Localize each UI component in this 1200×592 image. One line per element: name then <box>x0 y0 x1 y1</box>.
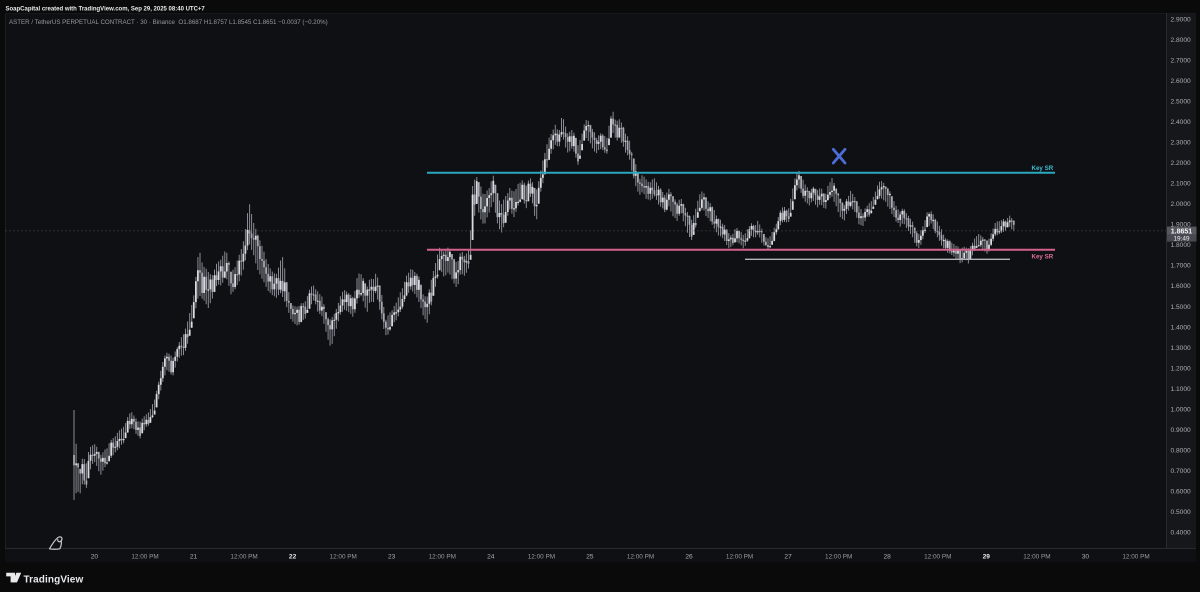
svg-text:1.8000: 1.8000 <box>1171 242 1192 249</box>
svg-text:SoapCapital created with Tradi: SoapCapital created with TradingView.com… <box>6 7 206 13</box>
svg-text:12:00 PM: 12:00 PM <box>726 554 753 561</box>
svg-text:12:00 PM: 12:00 PM <box>627 554 654 561</box>
svg-text:2.3000: 2.3000 <box>1171 140 1192 147</box>
svg-text:TradingView: TradingView <box>24 574 84 585</box>
svg-text:Key SR: Key SR <box>1032 253 1054 260</box>
svg-text:21: 21 <box>190 554 198 561</box>
svg-text:0.5000: 0.5000 <box>1171 509 1192 516</box>
svg-text:12:00 PM: 12:00 PM <box>230 554 257 561</box>
svg-text:1.9000: 1.9000 <box>1171 222 1192 229</box>
svg-text:2.0000: 2.0000 <box>1171 201 1192 208</box>
svg-text:2.4000: 2.4000 <box>1171 119 1192 126</box>
svg-text:1.1000: 1.1000 <box>1171 386 1192 393</box>
svg-text:Key SR: Key SR <box>1032 165 1054 172</box>
svg-text:2.7000: 2.7000 <box>1171 58 1192 65</box>
svg-text:1.4000: 1.4000 <box>1171 324 1192 331</box>
svg-text:1.7000: 1.7000 <box>1171 263 1192 270</box>
svg-text:25: 25 <box>586 554 594 561</box>
svg-text:0.7000: 0.7000 <box>1171 468 1192 475</box>
svg-text:20: 20 <box>91 554 99 561</box>
svg-text:0.6000: 0.6000 <box>1171 488 1192 495</box>
svg-text:2.1000: 2.1000 <box>1171 181 1192 188</box>
svg-text:2.9000: 2.9000 <box>1171 17 1192 24</box>
svg-text:12:00 PM: 12:00 PM <box>1023 554 1050 561</box>
svg-text:12:00 PM: 12:00 PM <box>924 554 951 561</box>
svg-text:1.3000: 1.3000 <box>1171 345 1192 352</box>
svg-text:2.5000: 2.5000 <box>1171 99 1192 106</box>
svg-text:0.4000: 0.4000 <box>1171 529 1192 536</box>
svg-text:1.8651: 1.8651 <box>1171 229 1193 236</box>
svg-text:12:00 PM: 12:00 PM <box>1122 554 1149 561</box>
svg-text:2.2000: 2.2000 <box>1171 160 1192 167</box>
svg-text:19:49: 19:49 <box>1174 236 1190 243</box>
svg-text:0.9000: 0.9000 <box>1171 427 1192 434</box>
svg-text:12:00 PM: 12:00 PM <box>429 554 456 561</box>
svg-text:1.2000: 1.2000 <box>1171 365 1192 372</box>
svg-text:2.6000: 2.6000 <box>1171 78 1192 85</box>
svg-text:2.8000: 2.8000 <box>1171 37 1192 44</box>
svg-text:1.0000: 1.0000 <box>1171 406 1192 413</box>
svg-text:1.6000: 1.6000 <box>1171 283 1192 290</box>
svg-text:28: 28 <box>884 554 892 561</box>
svg-text:30: 30 <box>1082 554 1090 561</box>
svg-text:1.5000: 1.5000 <box>1171 304 1192 311</box>
svg-text:12:00 PM: 12:00 PM <box>131 554 158 561</box>
svg-text:22: 22 <box>289 554 297 561</box>
svg-text:0.8000: 0.8000 <box>1171 447 1192 454</box>
svg-text:23: 23 <box>388 554 396 561</box>
svg-text:27: 27 <box>784 554 792 561</box>
svg-text:ASTER / TetherUS PERPETUAL CON: ASTER / TetherUS PERPETUAL CONTRACT · 30… <box>9 19 328 26</box>
svg-text:12:00 PM: 12:00 PM <box>330 554 357 561</box>
svg-text:12:00 PM: 12:00 PM <box>528 554 555 561</box>
svg-text:24: 24 <box>487 554 495 561</box>
svg-text:26: 26 <box>685 554 693 561</box>
svg-text:29: 29 <box>983 554 991 561</box>
svg-text:12:00 PM: 12:00 PM <box>825 554 852 561</box>
